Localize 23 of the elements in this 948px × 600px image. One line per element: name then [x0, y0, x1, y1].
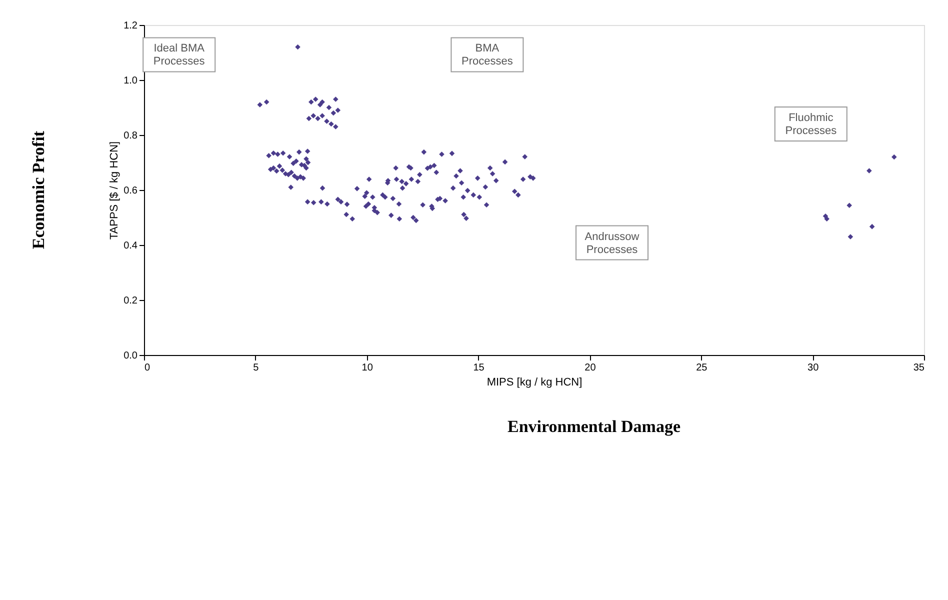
x-axis-title: MIPS [kg / kg HCN] — [486, 376, 582, 388]
y-tick-label: 0.0 — [124, 350, 138, 362]
x-tick-label: 20 — [584, 362, 596, 374]
x-tick-label: 10 — [362, 362, 374, 374]
x-tick-label: 15 — [473, 362, 485, 374]
text: Environmental Damage — [508, 417, 681, 436]
text: Economic Profit — [29, 130, 48, 250]
y-tick-label: 0.2 — [124, 296, 138, 306]
annotation: Ideal BMA Processes — [153, 42, 206, 68]
annotation: Andrussow Processes — [584, 230, 640, 256]
y-tick-label: 1.0 — [124, 76, 138, 86]
x-tick-label: 25 — [696, 362, 708, 374]
x-tick-label: 35 — [913, 362, 925, 374]
x-tick-label: 0 — [144, 362, 150, 374]
annotation: Fluohmic Processes — [785, 112, 838, 137]
x-tick-label: 30 — [808, 362, 820, 374]
annotation: BMA Processes — [462, 42, 514, 68]
y-tick-label: 0.6 — [124, 186, 138, 196]
y-axis-title: TAPPS [$ / kg HCN] — [108, 141, 121, 240]
y-tick-label: 0.8 — [124, 130, 138, 142]
y-tick-label: 1.2 — [124, 20, 138, 32]
x-tick-label: 5 — [253, 362, 260, 374]
y-tick-label: 0.4 — [124, 240, 138, 252]
